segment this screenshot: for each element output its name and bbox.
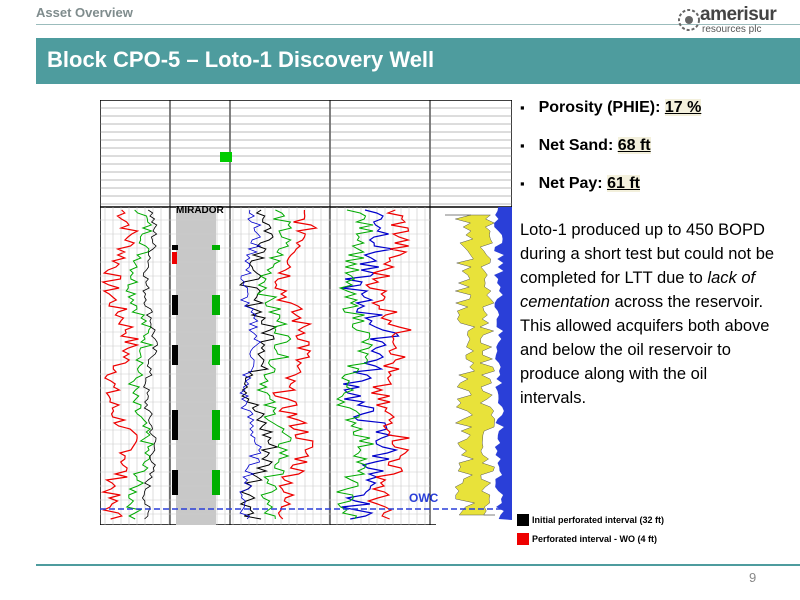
bullet-value: 68 ft	[617, 137, 651, 154]
logo-tagline: resources plc	[702, 24, 762, 35]
log-shape	[172, 345, 178, 365]
log-shape	[141, 209, 158, 520]
log-shape	[172, 252, 177, 264]
rule	[36, 564, 800, 566]
legend-label: Initial perforated interval (32 ft)	[532, 515, 665, 525]
legend-label: Perforated interval - WO (4 ft)	[532, 534, 658, 544]
slide-title: Block CPO-5 – Loto-1 Discovery Well	[47, 47, 435, 72]
bullet-value: 61 ft	[607, 175, 640, 192]
bullet-label: Net Pay:	[538, 175, 603, 192]
log-shape	[212, 410, 220, 440]
logo-name: amerisur	[700, 4, 777, 25]
bullet-list: Porosity (PHIE): 17 %Net Sand: 68 ftNet …	[520, 96, 780, 210]
log-shape	[364, 209, 412, 520]
log-shape	[494, 207, 512, 520]
bullet-label: Net Sand:	[538, 137, 614, 154]
log-shape	[238, 209, 280, 520]
zone-label: MIRADOR	[176, 205, 225, 216]
logo-mark	[678, 9, 700, 31]
log-shape	[172, 245, 178, 250]
log-shape	[172, 470, 178, 495]
log-shape	[212, 245, 220, 250]
paragraph: Loto-1 produced up to 450 BOPD during a …	[520, 218, 775, 314]
log-shape	[256, 209, 293, 520]
log-shape	[272, 209, 319, 520]
paragraph: This allowed acquifers both above and be…	[520, 314, 775, 410]
bullet: Porosity (PHIE): 17 %	[520, 96, 780, 134]
legend-item: Perforated interval - WO (4 ft)	[517, 533, 657, 545]
legend-item: Initial perforated interval (32 ft)	[517, 514, 664, 526]
text-run: across the reservoir.	[609, 293, 764, 311]
log-shape	[212, 345, 220, 365]
bullet: Net Sand: 68 ft	[520, 134, 780, 172]
rule	[36, 24, 800, 25]
log-shape	[445, 214, 496, 516]
log-shape	[172, 295, 178, 315]
bullet-label: Porosity (PHIE):	[538, 99, 661, 116]
log-shape	[341, 209, 400, 520]
section-label: Asset Overview	[36, 5, 133, 20]
text-run: Loto-1 produced up to 450 BOPD during a …	[520, 221, 775, 287]
well-log: MIRADOR OWC	[100, 100, 512, 525]
log-shape	[239, 209, 262, 520]
text-run: lack of cementation	[520, 269, 756, 311]
log-shape	[100, 209, 140, 520]
log-shape	[335, 209, 374, 520]
bullet: Net Pay: 61 ft	[520, 172, 780, 210]
title-bar	[36, 38, 800, 84]
log-shape	[125, 209, 155, 520]
page-number: 9	[749, 570, 757, 585]
bullet-value: 17 %	[664, 99, 702, 116]
log-shape	[212, 295, 220, 315]
log-shape	[212, 470, 220, 495]
contact-label: OWC	[409, 491, 439, 505]
description: Loto-1 produced up to 450 BOPD during a …	[520, 218, 775, 410]
text-run: This allowed acquifers both above and be…	[520, 317, 770, 407]
log-shape	[172, 410, 178, 440]
